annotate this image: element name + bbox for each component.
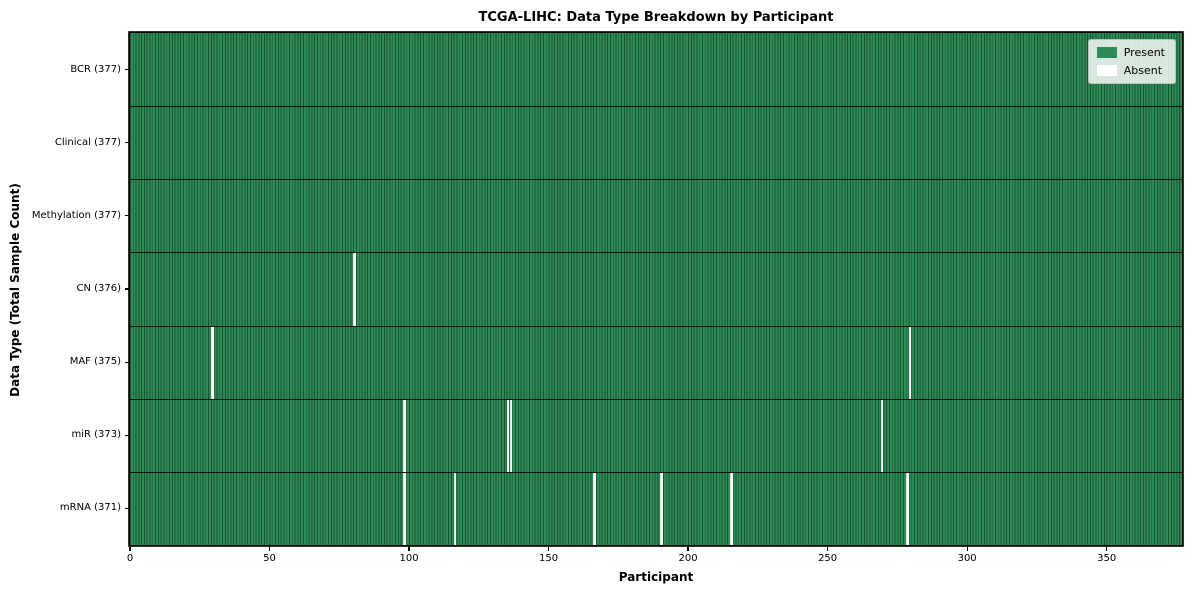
- heatmap-row-mrna: [130, 471, 1182, 545]
- y-tick-label: mRNA (371): [59, 502, 121, 514]
- x-axis-label: Participant: [618, 570, 694, 584]
- x-tick-label: 100: [399, 553, 419, 564]
- absent-cell: [908, 326, 912, 399]
- x-tick-mark: [966, 547, 968, 551]
- x-tick-label: 50: [263, 553, 276, 564]
- x-tick-mark: [129, 547, 131, 551]
- x-tick-mark: [687, 547, 689, 551]
- y-tick-mark: [125, 215, 129, 217]
- x-tick-mark: [1106, 547, 1108, 551]
- y-tick-label: Methylation (377): [31, 209, 121, 221]
- y-tick-label: Clinical (377): [54, 136, 121, 148]
- x-tick-mark: [827, 547, 829, 551]
- absent-cell: [660, 472, 663, 545]
- y-tick-label: BCR (377): [70, 63, 121, 75]
- absent-cell: [453, 472, 457, 545]
- y-tick-mark: [125, 434, 129, 436]
- x-tick-mark: [547, 547, 550, 551]
- plot-area: [130, 33, 1182, 545]
- heatmap-row-bcr: [130, 33, 1182, 107]
- absent-cell: [509, 399, 513, 472]
- heatmap-row-methylation: [130, 179, 1182, 253]
- x-tick-label: 300: [957, 553, 977, 564]
- x-tick-label: 350: [1097, 553, 1117, 564]
- heatmap-row-clinical: [130, 106, 1182, 180]
- y-tick-mark: [125, 507, 129, 510]
- absent-cell: [506, 399, 510, 472]
- legend-label-absent: Absent: [1123, 64, 1163, 77]
- x-tick-mark: [268, 547, 271, 551]
- y-tick-label: miR (373): [71, 429, 121, 441]
- chart-title: TCGA-LIHC: Data Type Breakdown by Partic…: [478, 10, 834, 25]
- absent-cell: [210, 326, 214, 399]
- x-tick-label: 0: [126, 553, 134, 564]
- x-tick-label: 150: [539, 553, 559, 564]
- absent-cell: [729, 472, 733, 545]
- legend-entry-present: Present: [1096, 46, 1165, 59]
- y-tick-mark: [125, 361, 129, 363]
- heatmap-row-mir: [130, 398, 1182, 472]
- heatmap-row-maf: [130, 325, 1182, 399]
- heatmap-row-cn: [130, 252, 1182, 326]
- x-tick-label: 250: [818, 553, 838, 564]
- legend-label-present: Present: [1123, 46, 1165, 59]
- absent-cell: [403, 472, 407, 545]
- absent-cell: [353, 253, 357, 326]
- x-tick-label: 200: [678, 553, 698, 564]
- y-tick-mark: [125, 142, 129, 144]
- absent-cell: [905, 472, 909, 545]
- absent-cell: [880, 399, 884, 472]
- y-tick-label: MAF (375): [69, 356, 121, 368]
- absent-cell: [403, 399, 407, 472]
- absent-swatch-icon: [1096, 65, 1117, 76]
- y-tick-mark: [125, 68, 129, 71]
- y-tick-mark: [125, 288, 129, 290]
- absent-cell: [593, 472, 596, 545]
- present-swatch-icon: [1096, 47, 1117, 58]
- legend: Present Absent: [1087, 39, 1176, 84]
- x-tick-mark: [408, 547, 410, 551]
- y-tick-label: CN (376): [76, 283, 121, 294]
- legend-entry-absent: Absent: [1096, 64, 1165, 77]
